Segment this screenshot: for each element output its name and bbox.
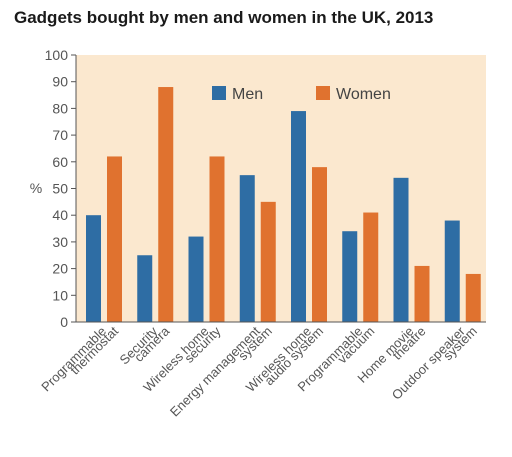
y-tick-label: 20: [52, 261, 68, 277]
y-axis-label: %: [30, 180, 42, 196]
y-tick-label: 90: [52, 74, 68, 90]
bar-men-7: [444, 220, 460, 322]
y-tick-label: 0: [60, 314, 68, 330]
bar-women-3: [260, 201, 276, 322]
bar-men-6: [393, 177, 409, 322]
bar-women-2: [209, 156, 225, 322]
y-tick-label: 80: [52, 100, 68, 116]
y-tick-label: 60: [52, 154, 68, 170]
legend-swatch-men: [212, 86, 226, 100]
y-tick-label: 50: [52, 181, 68, 197]
bar-women-1: [158, 87, 174, 322]
bar-women-0: [107, 156, 122, 322]
bar-women-7: [465, 273, 481, 322]
bar-women-4: [312, 167, 327, 322]
bar-women-5: [363, 212, 379, 322]
y-tick-label: 100: [45, 47, 69, 63]
bar-men-1: [137, 255, 153, 322]
y-tick-label: 10: [52, 287, 68, 303]
bar-men-5: [342, 231, 358, 322]
y-tick-label: 70: [52, 127, 68, 143]
bar-women-6: [414, 265, 430, 322]
x-category-label: Programmable: [38, 324, 109, 395]
legend-label-women: Women: [336, 86, 391, 103]
y-tick-label: 40: [52, 207, 68, 223]
chart-title: Gadgets bought by men and women in the U…: [14, 8, 434, 27]
bar-men-4: [291, 111, 306, 322]
bar-men-0: [86, 215, 101, 322]
bar-men-3: [239, 175, 255, 322]
y-tick-label: 30: [52, 234, 68, 250]
bar-men-2: [188, 236, 204, 322]
legend-label-men: Men: [232, 86, 263, 103]
legend-swatch-women: [316, 86, 330, 100]
